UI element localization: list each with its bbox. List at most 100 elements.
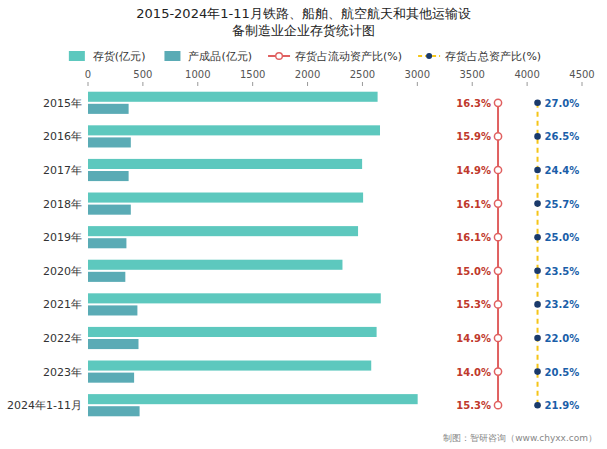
x-tick-label: 0: [85, 69, 91, 80]
bar: [88, 361, 371, 371]
plot-area: [88, 92, 541, 417]
data-label: 15.0%: [456, 266, 491, 277]
bar: [88, 238, 126, 248]
data-label: 25.0%: [545, 232, 580, 243]
bar: [88, 373, 134, 383]
x-tick: [582, 82, 583, 86]
data-label: 14.0%: [456, 367, 491, 378]
bar: [88, 394, 418, 404]
x-tick-label: 2000: [295, 69, 320, 80]
x-tick: [472, 82, 473, 86]
chart: 2015-2024年1-11月铁路、船舶、航空航天和其他运输设备制造业企业存货统…: [0, 0, 607, 449]
bar: [88, 159, 362, 169]
ratio-marker: [534, 335, 541, 342]
data-label: 15.3%: [456, 400, 491, 411]
legend-swatch: [69, 51, 85, 61]
y-tick-label: 2024年1-11月: [7, 399, 82, 412]
legend-label: 存货占流动资产比(%): [295, 50, 402, 63]
y-tick-label: 2016年: [43, 130, 82, 143]
data-label: 15.3%: [456, 299, 491, 310]
y-tick-label: 2019年: [43, 231, 82, 244]
y-tick-label: 2022年: [43, 332, 82, 345]
data-label: 21.9%: [545, 400, 580, 411]
ratio-marker: [494, 133, 501, 140]
ratio-marker: [534, 133, 541, 140]
legend: 存货(亿元) 产成品(亿元) 存货占流动资产比(%) 存货占总资产比(%): [69, 50, 541, 63]
bar: [88, 125, 380, 135]
ratio-marker: [534, 268, 541, 275]
data-label: 22.0%: [545, 333, 580, 344]
data-label: 16.1%: [456, 199, 491, 210]
x-tick: [142, 82, 143, 86]
legend-label: 存货占总资产比(%): [445, 50, 541, 63]
legend-label: 存货(亿元): [93, 50, 146, 63]
ratio-marker: [534, 301, 541, 308]
bar: [88, 104, 129, 114]
x-tick-label: 500: [133, 69, 152, 80]
x-tick-label: 1500: [240, 69, 265, 80]
ratio-marker: [534, 234, 541, 241]
bar: [88, 205, 131, 215]
x-tick-label: 4500: [569, 69, 594, 80]
x-tick-label: 3500: [459, 69, 484, 80]
data-label: 16.3%: [456, 98, 491, 109]
x-tick: [88, 82, 89, 86]
legend-label: 产成品(亿元): [188, 50, 252, 63]
y-tick-label: 2018年: [43, 198, 82, 211]
bar: [88, 293, 381, 303]
data-label: 23.5%: [545, 266, 580, 277]
ratio-marker: [494, 368, 501, 375]
x-tick: [527, 82, 528, 86]
x-tick-label: 2500: [350, 69, 375, 80]
data-label: 24.4%: [545, 165, 580, 176]
x-axis: 0 500 1000 1500 2000 2500 3000 3500 4000 4500: [85, 69, 595, 86]
data-label: 20.5%: [545, 367, 580, 378]
x-tick-label: 1000: [185, 69, 210, 80]
annotation: 制图：智研咨询（www.chyxx.com）: [443, 433, 597, 443]
legend-swatch: [426, 53, 432, 59]
data-label: 27.0%: [545, 98, 580, 109]
ratio-marker: [494, 166, 501, 173]
data-label: 14.9%: [456, 165, 491, 176]
bar: [88, 260, 342, 270]
ratio-line: [497, 103, 499, 405]
x-tick: [417, 82, 418, 86]
ratio-marker: [494, 200, 501, 207]
y-tick-label: 2023年: [43, 366, 82, 379]
ratio-marker: [494, 234, 501, 241]
y-tick-label: 2017年: [43, 164, 82, 177]
data-label: 25.7%: [545, 199, 580, 210]
y-tick-label: 2020年: [43, 265, 82, 278]
title: 2015-2024年1-11月铁路、船舶、航空航天和其他运输设: [136, 6, 470, 21]
bar: [88, 272, 125, 282]
legend-swatch: [276, 53, 283, 60]
ratio-marker: [534, 100, 541, 107]
bar: [88, 327, 377, 337]
y-tick-label: 2021年: [43, 298, 82, 311]
bar: [88, 406, 140, 416]
data-label: 14.9%: [456, 333, 491, 344]
bar: [88, 137, 131, 147]
x-tick-label: 4000: [514, 69, 539, 80]
x-tick-label: 3000: [405, 69, 430, 80]
ratio-line: [537, 103, 539, 405]
ratio-marker: [494, 99, 501, 106]
data-label: 26.5%: [545, 131, 580, 142]
bar: [88, 171, 129, 181]
y-axis: 2015年 2016年 2017年 2018年 2019年 2020年 2021年 2022年…: [7, 97, 82, 412]
subtitle: 备制造业企业存货统计图: [232, 23, 375, 38]
legend-swatch: [164, 51, 180, 61]
data-label: 16.1%: [456, 232, 491, 243]
ratio-marker: [534, 368, 541, 375]
data-labels: 16.3%15.9%14.9%16.1%16.1%15.0%15.3%14.9%…: [456, 98, 579, 411]
ratio-marker: [534, 167, 541, 174]
bar: [88, 305, 137, 315]
ratio-marker: [534, 402, 541, 409]
bar: [88, 92, 378, 102]
x-tick: [307, 82, 308, 86]
bar: [88, 193, 363, 203]
ratio-marker: [494, 334, 501, 341]
y-tick-label: 2015年: [43, 97, 82, 110]
x-tick: [362, 82, 363, 86]
data-label: 23.2%: [545, 299, 580, 310]
